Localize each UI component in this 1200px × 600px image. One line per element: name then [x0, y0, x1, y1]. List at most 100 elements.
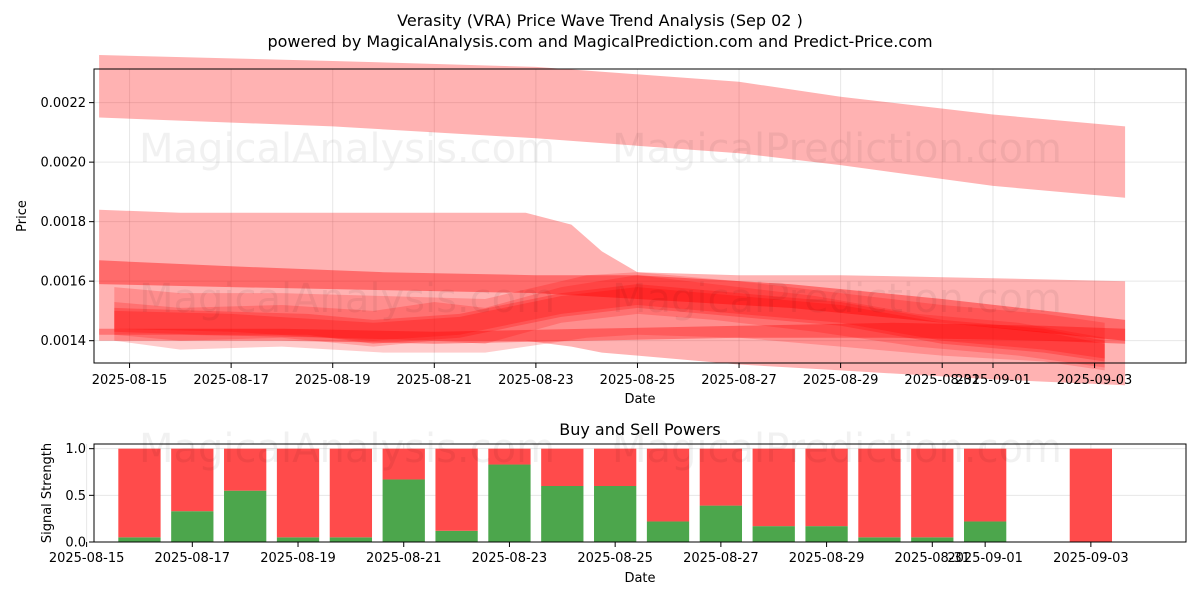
buy-sell-xtick-label-3: 2025-08-21 — [366, 551, 442, 566]
price-xtick-label-10: 2025-09-03 — [1057, 373, 1133, 388]
price-wave-panel: MagicalAnalysis.com MagicalPrediction.co… — [15, 55, 1187, 407]
sell-bar-17 — [1069, 448, 1113, 542]
buy-bar-6 — [435, 530, 478, 542]
buy-bar-15 — [911, 537, 954, 542]
buy-bar-7 — [488, 464, 531, 542]
band-falling-channel — [99, 209, 1126, 386]
buy-sell-ytick-label-0: 0.0 — [65, 536, 86, 551]
sell-bar-0 — [118, 448, 161, 538]
price-ytick-label-4: 0.0022 — [41, 96, 87, 111]
price-x-axis-label: Date — [624, 392, 655, 407]
band-wave-1 — [114, 272, 1105, 371]
sell-bar-12 — [752, 448, 795, 527]
buy-sell-xtick-label-1: 2025-08-17 — [155, 551, 231, 566]
watermark-top-left: MagicalAnalysis.com — [139, 126, 555, 172]
band-upper-channel — [99, 55, 1126, 198]
buy-sell-xtick-label-4: 2025-08-23 — [472, 551, 548, 566]
sell-bar-2 — [224, 448, 267, 491]
buy-bar-1 — [171, 511, 214, 542]
buy-bar-5 — [382, 479, 425, 542]
sell-bar-13 — [805, 448, 848, 527]
band-trend-line — [99, 322, 1126, 344]
sell-bar-16 — [964, 448, 1007, 522]
sell-bar-14 — [858, 448, 901, 538]
price-xtick-label-5: 2025-08-25 — [600, 373, 676, 388]
price-ytick-label-0: 0.0014 — [41, 334, 87, 349]
buy-bar-11 — [699, 505, 743, 542]
price-xtick-label-6: 2025-08-27 — [701, 373, 777, 388]
buy-bar-14 — [858, 537, 901, 542]
sell-bar-9 — [594, 448, 637, 486]
buy-sell-xtick-label-2: 2025-08-19 — [260, 551, 336, 566]
buy-sell-xtick-label-10: 2025-09-03 — [1053, 551, 1129, 566]
buy-sell-x-ticks: 2025-08-15 2025-08-17 2025-08-19 2025-08-21… — [49, 542, 1129, 566]
sell-bar-8 — [541, 448, 584, 486]
buy-bar-10 — [646, 521, 690, 542]
chart-title: Verasity (VRA) Price Wave Trend Analysis… — [397, 11, 803, 30]
band-mid-channel — [99, 260, 1126, 341]
watermark-mid-left: MagicalAnalysis.com — [139, 276, 555, 322]
buy-sell-xtick-label-0: 2025-08-15 — [49, 551, 125, 566]
buy-sell-title: Buy and Sell Powers — [559, 420, 721, 439]
sell-bar-11 — [699, 448, 743, 506]
buy-sell-xtick-label-5: 2025-08-25 — [577, 551, 653, 566]
price-xtick-label-1: 2025-08-17 — [193, 373, 269, 388]
buy-sell-y-ticks: 0.0 0.5 1.0 — [65, 442, 94, 551]
price-ytick-label-3: 0.0020 — [41, 156, 87, 171]
buy-sell-xtick-label-7: 2025-08-29 — [789, 551, 865, 566]
buy-bar-4 — [329, 537, 373, 542]
buy-bar-13 — [805, 526, 848, 542]
sell-bar-15 — [911, 448, 954, 538]
watermark-bottom-right: MagicalPrediction.com — [612, 426, 1062, 472]
buy-bar-3 — [276, 537, 320, 542]
price-grid — [94, 69, 1186, 363]
watermark-top-right: MagicalPrediction.com — [612, 126, 1062, 172]
price-ytick-label-2: 0.0018 — [41, 215, 87, 230]
price-xtick-label-4: 2025-08-23 — [498, 373, 574, 388]
chart-subtitle: powered by MagicalAnalysis.com and Magic… — [267, 32, 932, 51]
buy-sell-panel: Buy and Sell Powers MagicalAnalysis.com … — [40, 420, 1187, 586]
buy-sell-ytick-label-1: 0.5 — [65, 489, 86, 504]
price-xtick-label-9: 2025-09-01 — [955, 373, 1031, 388]
sell-bar-10 — [646, 448, 690, 522]
buy-sell-xtick-label-6: 2025-08-27 — [683, 551, 759, 566]
price-xtick-label-7: 2025-08-29 — [803, 373, 879, 388]
price-xtick-label-0: 2025-08-15 — [92, 373, 168, 388]
buy-sell-xtick-label-9: 2025-09-01 — [947, 551, 1023, 566]
buy-sell-xtick-label-8: 2025-08-31 — [895, 551, 971, 566]
band-wave-3 — [114, 284, 1105, 362]
watermark-bottom-left: MagicalAnalysis.com — [139, 426, 555, 472]
sell-bar-4 — [329, 448, 373, 538]
buy-bar-16 — [964, 521, 1007, 542]
price-x-ticks: 2025-08-15 2025-08-17 2025-08-19 2025-08-21… — [92, 363, 1133, 388]
sell-bar-1 — [171, 448, 214, 512]
buy-sell-ytick-label-2: 1.0 — [65, 442, 86, 457]
price-plot-frame — [93, 68, 1187, 364]
sell-bar-6 — [435, 448, 478, 531]
sell-bar-7 — [488, 448, 531, 465]
buy-sell-y-axis-label: Signal Strength — [40, 443, 55, 543]
band-wave-4 — [114, 287, 1105, 359]
sell-bar-3 — [276, 448, 320, 538]
buy-bar-9 — [594, 486, 637, 542]
price-ytick-label-1: 0.0016 — [41, 275, 87, 290]
price-xtick-label-8: 2025-08-31 — [904, 373, 980, 388]
buy-sell-watermarks: MagicalAnalysis.com MagicalPrediction.co… — [139, 426, 1062, 472]
buy-sell-plot-frame — [93, 443, 1187, 543]
price-bands — [99, 55, 1126, 386]
price-y-ticks: 0.0014 0.0016 0.0018 0.0020 0.0022 — [41, 96, 94, 349]
buy-bar-8 — [541, 486, 584, 542]
buy-bar-12 — [752, 526, 795, 542]
buy-sell-bars — [118, 448, 1113, 542]
price-xtick-label-3: 2025-08-21 — [397, 373, 473, 388]
sell-bar-5 — [382, 448, 425, 480]
watermark-mid-right: MagicalPrediction.com — [612, 276, 1062, 322]
buy-bar-2 — [224, 490, 267, 542]
price-y-axis-label: Price — [15, 200, 30, 232]
price-watermarks: MagicalAnalysis.com MagicalPrediction.co… — [139, 126, 1062, 322]
buy-sell-x-axis-label: Date — [624, 571, 655, 586]
band-wave-2 — [114, 275, 1105, 368]
buy-bar-0 — [118, 537, 161, 542]
price-xtick-label-2: 2025-08-19 — [295, 373, 371, 388]
